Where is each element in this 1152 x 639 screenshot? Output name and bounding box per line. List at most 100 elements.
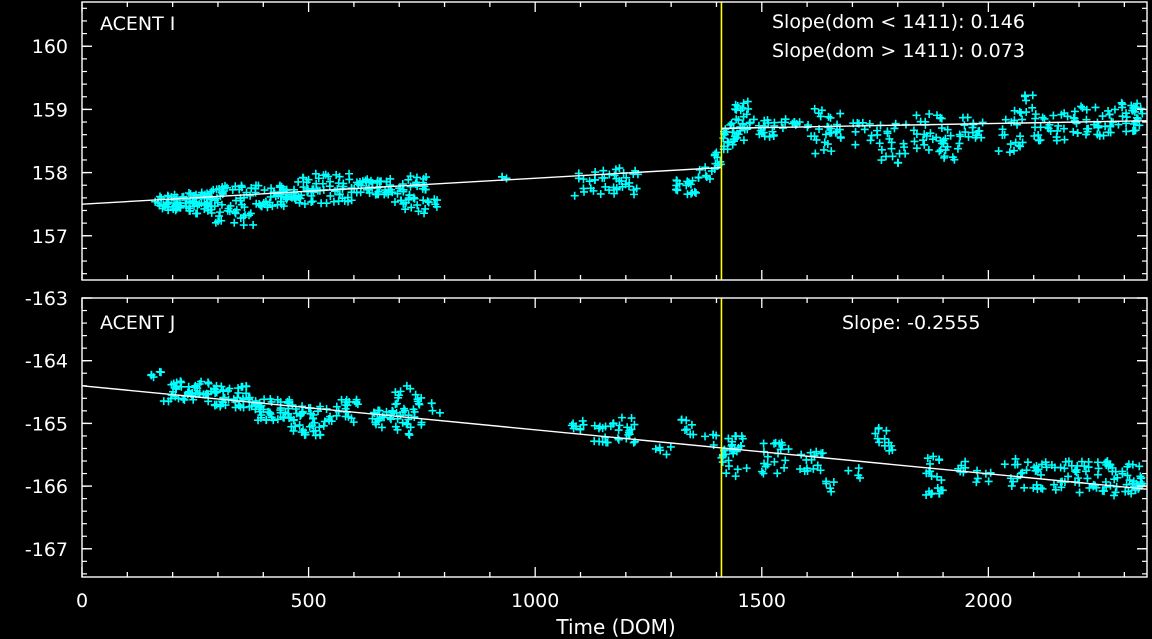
acent-j-point <box>157 368 166 377</box>
acent-i-point <box>326 191 335 200</box>
acent-j-y-tick-label: -167 <box>25 539 68 561</box>
acent-i-point <box>246 209 255 218</box>
acent-i-point <box>1018 115 1027 124</box>
acent-i-point <box>1073 129 1082 138</box>
acent-j-point <box>973 474 982 483</box>
acent-i-point <box>998 125 1007 134</box>
acent-i-point <box>705 174 714 183</box>
acent-i-point <box>1031 110 1040 119</box>
acent-j-point <box>935 489 944 498</box>
acent-i-point <box>203 189 212 198</box>
acent-j-point <box>315 423 324 432</box>
acent-i-point <box>420 209 429 218</box>
acent-j-point <box>398 418 407 427</box>
acent-i-point <box>887 138 896 147</box>
acent-j-point <box>1041 458 1050 467</box>
acent-i-point <box>811 149 820 158</box>
acent-i-point <box>251 184 260 193</box>
acent-j-point <box>733 465 742 474</box>
acent-i-point <box>701 163 710 172</box>
acent-i-point <box>1070 107 1079 116</box>
acent-j-point <box>926 459 935 468</box>
x-tick-label: 500 <box>290 590 326 612</box>
acent-i-point <box>894 158 903 167</box>
acent-i-point <box>326 177 335 186</box>
acent-i-point <box>299 183 308 192</box>
acent-i-point <box>964 132 973 141</box>
acent-j-point <box>780 463 789 472</box>
acent-j-point <box>757 467 766 476</box>
acent-i-point <box>695 165 704 174</box>
acent-i-point <box>407 203 416 212</box>
acent-j-fit-line <box>81 385 1148 490</box>
acent-i-axes: 157 158 159 160 <box>32 1 1148 281</box>
acent-j-point <box>1038 484 1047 493</box>
acent-j-point <box>206 387 215 396</box>
acent-j-point <box>1000 460 1009 469</box>
acent-i-point <box>237 183 246 192</box>
acent-i-point <box>1118 103 1127 112</box>
acent-i-point <box>777 118 786 127</box>
acent-j-point <box>984 477 993 486</box>
acent-j-point <box>1034 465 1043 474</box>
acent-i-point <box>186 190 195 199</box>
acent-j-point <box>288 401 297 410</box>
acent-i-point <box>724 138 733 147</box>
acent-i-point <box>688 176 697 185</box>
acent-j-point <box>392 408 401 417</box>
x-tick-label: 2000 <box>964 590 1012 612</box>
acent-j-point <box>1071 467 1080 476</box>
acent-i-slope-before: Slope(dom < 1411): 0.146 <box>772 11 1025 33</box>
acent-i-point <box>1010 106 1019 115</box>
acent-i-point <box>866 136 875 145</box>
acent-i-point <box>1028 103 1037 112</box>
acent-j-point <box>1022 466 1031 475</box>
acent-i-point <box>823 140 832 149</box>
acent-j-point <box>239 403 248 412</box>
acent-j-point <box>319 421 328 430</box>
acent-i-point <box>744 104 753 113</box>
acent-j-point <box>961 457 970 466</box>
acent-j-point <box>689 430 698 439</box>
acent-i-point <box>1098 112 1107 121</box>
acent-j-point <box>279 413 287 422</box>
acent-j-point <box>410 407 419 416</box>
acent-i-point <box>240 203 249 212</box>
acent-i-point <box>960 121 969 130</box>
acent-j-point <box>880 441 889 450</box>
acent-i-point <box>833 120 842 129</box>
acent-i-point <box>362 185 371 194</box>
acent-j-point <box>327 417 336 426</box>
acent-j-point <box>1111 488 1120 497</box>
acent-i-point <box>219 187 228 196</box>
acent-i-point <box>265 198 274 207</box>
acent-j-point <box>352 398 361 407</box>
acent-i-point <box>1049 111 1058 120</box>
acent-i-point <box>977 133 986 142</box>
acent-i-point <box>807 132 816 141</box>
acent-i-point <box>304 175 313 184</box>
acent-i-y-tick-label: 159 <box>32 99 68 121</box>
acent-i-point <box>419 174 428 183</box>
acent-i-point <box>239 213 248 222</box>
acent-i-point <box>713 153 722 162</box>
acent-j-point <box>822 477 831 486</box>
acent-j-point <box>341 400 350 409</box>
acent-j-point <box>369 408 378 417</box>
acent-i-point <box>423 197 432 206</box>
acent-j-point <box>229 395 238 404</box>
acent-j-point <box>399 404 408 413</box>
acent-j-point <box>417 420 426 429</box>
acent-j-point <box>435 408 444 417</box>
acent-i-point <box>770 121 779 130</box>
acent-i-point <box>1133 99 1142 108</box>
acent-j-point <box>763 460 772 469</box>
acent-i-point <box>151 197 160 206</box>
acent-j-point <box>400 406 409 415</box>
acent-i-point <box>912 144 921 153</box>
acent-j-point <box>770 439 779 448</box>
acent-i-point <box>419 196 428 205</box>
acent-j-point <box>1023 458 1032 467</box>
acent-i-point <box>335 190 344 199</box>
acent-i-point <box>683 190 692 199</box>
